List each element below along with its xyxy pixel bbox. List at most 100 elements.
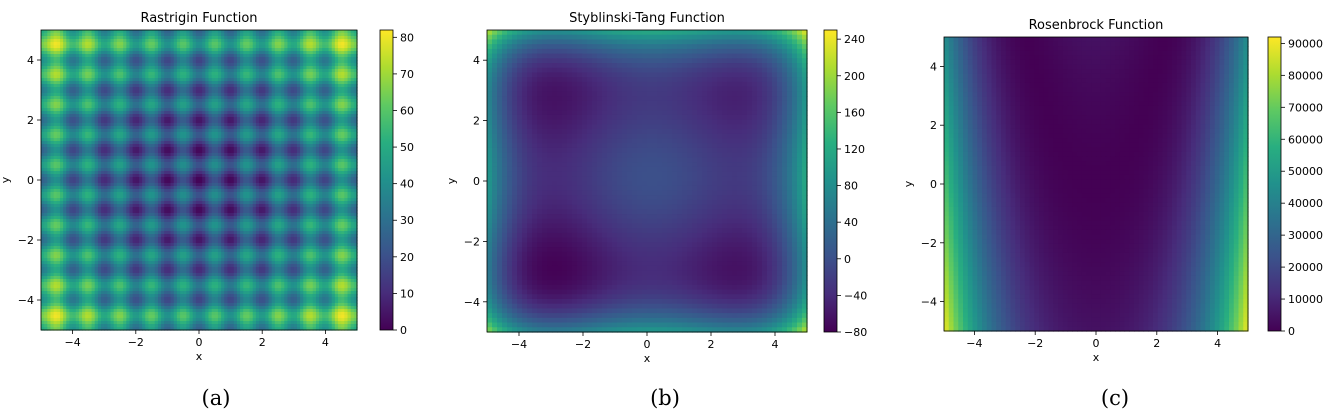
heatmap-cell <box>113 51 118 55</box>
heatmap-cell <box>309 39 314 43</box>
heatmap-cell <box>44 45 48 49</box>
heatmap-cell <box>344 30 349 34</box>
heatmap-cell <box>145 66 150 70</box>
heatmap-cell <box>85 78 89 82</box>
heatmap-cell <box>135 60 140 64</box>
heatmap-cell <box>56 42 61 46</box>
heatmap-cell <box>300 33 304 37</box>
heatmap-cell <box>236 75 241 79</box>
heatmap-cell <box>161 57 165 61</box>
heatmap-cell <box>85 42 89 46</box>
heatmap-cell <box>287 60 292 64</box>
heatmap-cell <box>325 57 330 61</box>
heatmap-cell <box>44 51 48 55</box>
heatmap-cell <box>202 78 206 82</box>
heatmap-cell <box>230 78 235 82</box>
heatmap-cell <box>47 33 52 37</box>
heatmap-cell <box>78 66 83 70</box>
heatmap-cell <box>268 75 273 79</box>
heatmap-cell <box>249 54 254 58</box>
heatmap-cell <box>224 63 229 67</box>
heatmap-cell <box>306 54 311 58</box>
heatmap-cell <box>85 60 89 64</box>
heatmap-cell <box>66 75 71 79</box>
heatmap-cell <box>293 48 298 52</box>
heatmap-cell <box>233 69 238 73</box>
heatmap-cell <box>296 51 301 55</box>
heatmap-cell <box>132 75 137 79</box>
heatmap-cell <box>249 33 254 37</box>
heatmap-cell <box>227 39 232 43</box>
heatmap-cell <box>157 36 162 40</box>
heatmap-cell <box>120 69 124 73</box>
heatmap-cell <box>296 36 301 40</box>
heatmap-cell <box>246 42 251 46</box>
heatmap-cell <box>347 39 352 43</box>
heatmap-cell <box>91 69 96 73</box>
heatmap-cell <box>202 81 206 85</box>
heatmap-cell <box>56 45 61 49</box>
heatmap-cell <box>202 36 206 40</box>
heatmap-cell <box>145 72 150 76</box>
heatmap-cell <box>208 60 213 64</box>
heatmap-cell <box>176 72 181 76</box>
heatmap-cell <box>353 42 358 46</box>
heatmap-cell <box>173 63 178 67</box>
heatmap-cell <box>287 72 292 76</box>
heatmap-cell <box>341 33 345 37</box>
heatmap-cell <box>309 60 314 64</box>
heatmap-cell <box>94 81 99 85</box>
heatmap-cell <box>41 33 45 37</box>
heatmap-cell <box>214 66 219 70</box>
heatmap-cell <box>53 36 58 40</box>
heatmap-cell <box>44 78 48 82</box>
heatmap-cell <box>205 69 210 73</box>
heatmap-cell <box>142 66 146 70</box>
heatmap-cell <box>94 39 99 43</box>
heatmap-cell <box>94 33 99 37</box>
heatmap-cell <box>246 45 251 49</box>
heatmap-cell <box>56 66 61 70</box>
heatmap-cell <box>101 39 105 43</box>
heatmap-cell <box>176 36 181 40</box>
heatmap-cell <box>325 69 330 73</box>
heatmap-cell <box>180 78 184 82</box>
heatmap-cell <box>132 63 137 67</box>
heatmap-cell <box>88 54 93 58</box>
heatmap-cell <box>135 69 140 73</box>
heatmap-cell <box>170 60 175 64</box>
heatmap-cell <box>293 66 298 70</box>
heatmap-cell <box>319 63 323 67</box>
heatmap-cell <box>259 30 263 34</box>
heatmap-cell <box>306 63 311 67</box>
heatmap-cell <box>126 78 131 82</box>
heatmap-cell <box>211 48 216 52</box>
heatmap-cell <box>208 57 213 61</box>
heatmap-cell <box>151 66 156 70</box>
heatmap-cell <box>293 51 298 55</box>
heatmap-cell <box>192 78 197 82</box>
heatmap-cell <box>82 60 86 64</box>
heatmap-cell <box>296 42 301 46</box>
heatmap-cell <box>221 66 225 70</box>
heatmap-cell <box>341 54 345 58</box>
heatmap-cell <box>350 45 355 49</box>
heatmap-cell <box>331 39 336 43</box>
heatmap-cell <box>312 63 317 67</box>
heatmap-cell <box>148 66 153 70</box>
heatmap-cell <box>338 66 342 70</box>
heatmap-cell <box>75 54 80 58</box>
heatmap-cell <box>145 54 150 58</box>
heatmap-cell <box>322 69 326 73</box>
heatmap-cell <box>353 51 358 55</box>
heatmap-cell <box>268 54 273 58</box>
heatmap-cell <box>101 51 105 55</box>
heatmap-cell <box>205 30 210 34</box>
heatmap-cell <box>249 72 254 76</box>
heatmap-cell <box>47 57 52 61</box>
heatmap-cell <box>101 69 105 73</box>
heatmap-cell <box>164 57 168 61</box>
heatmap-cell <box>75 63 80 67</box>
heatmap-cell <box>151 69 156 73</box>
heatmap-cell <box>347 45 352 49</box>
